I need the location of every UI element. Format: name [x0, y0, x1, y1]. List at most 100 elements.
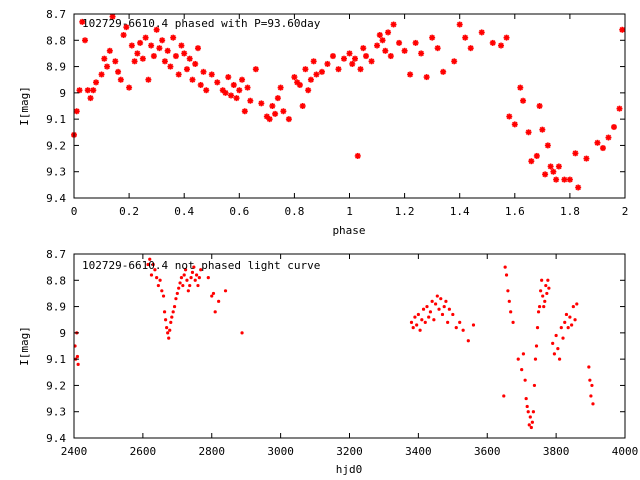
phased-data-point — [82, 37, 89, 44]
unphased-axis-ticks: 2400 2600 2800 3000 3200 3400 3600 3800 4000 8.7 8… — [46, 248, 638, 458]
unphased-data-point — [507, 299, 511, 303]
unphased-data-point — [526, 410, 530, 414]
unphased-plot-title: 102729-6610.4 not phased light curve — [82, 259, 320, 272]
unphased-x-tick-label: 3200 — [336, 445, 363, 458]
phased-data-point — [357, 66, 364, 73]
unphased-data-point — [471, 323, 476, 327]
unphased-data-point — [454, 326, 458, 330]
unphased-data-point — [409, 320, 414, 324]
phased-data-point — [462, 34, 469, 41]
unphased-data-point — [174, 297, 178, 301]
phased-data-point — [84, 87, 91, 94]
unphased-data-point — [433, 302, 438, 306]
phased-data-point — [148, 42, 155, 49]
phased-data-point — [610, 124, 617, 131]
phased-data-point — [498, 42, 505, 49]
unphased-data-point — [186, 289, 190, 293]
unphased-data-point — [528, 415, 532, 419]
phased-data-point — [150, 53, 157, 60]
phased-data-point — [553, 176, 560, 183]
phased-data-point — [230, 81, 237, 88]
unphased-y-tick-label: 9.1 — [46, 353, 66, 366]
unphased-data-point — [530, 420, 534, 424]
unphased-data-point — [146, 262, 150, 267]
phased-data-point — [434, 45, 441, 52]
phased-data-point — [244, 84, 251, 91]
phased-data-point — [528, 158, 535, 165]
phased-data-point — [299, 103, 306, 109]
phased-data-point — [379, 37, 386, 44]
phased-data-point — [376, 32, 383, 39]
unphased-data-point — [196, 283, 200, 288]
unphased-y-tick-label: 9 — [59, 327, 66, 340]
unphased-data-point — [428, 310, 433, 314]
unphased-data-point — [447, 307, 451, 311]
unphased-data-point — [511, 320, 515, 324]
phased-data-point — [156, 45, 163, 52]
phased-data-point — [93, 79, 100, 86]
phased-data-point — [101, 55, 108, 62]
phased-y-tick-label: 9.4 — [46, 192, 66, 205]
phased-y-axis-label: I[mag] — [18, 86, 31, 126]
unphased-data-point — [564, 312, 569, 317]
unphased-data-point — [178, 281, 182, 285]
phased-data-point — [274, 95, 281, 102]
phased-data-point — [247, 97, 254, 104]
phased-x-tick-label: 1.2 — [395, 205, 415, 218]
phased-data-point — [418, 50, 425, 57]
phased-data-point — [412, 39, 419, 46]
unphased-x-tick-label: 2600 — [130, 445, 157, 458]
unphased-data-point — [167, 336, 171, 340]
phased-data-point — [104, 63, 111, 70]
phased-x-tick-label: 1 — [346, 205, 353, 218]
unphased-x-axis-label: hjd0 — [336, 463, 363, 476]
phased-data-point — [363, 53, 370, 60]
unphased-data-point — [148, 257, 152, 261]
unphased-data-point — [175, 291, 179, 296]
phased-data-point — [175, 71, 182, 78]
unphased-data-point — [197, 276, 201, 280]
phased-data-point — [583, 155, 590, 162]
phased-data-point — [164, 47, 171, 54]
phased-x-tick-label: 1.8 — [560, 205, 580, 218]
unphased-data-point — [536, 310, 541, 314]
phased-data-point — [291, 74, 298, 81]
phased-data-point — [76, 87, 83, 94]
phased-data-point — [349, 60, 356, 67]
phased-data-point — [197, 81, 204, 88]
unphased-data-point — [588, 378, 592, 382]
phased-data-point — [423, 74, 430, 81]
phased-data-point — [131, 58, 138, 65]
unphased-data-point — [437, 307, 441, 311]
phased-data-point — [239, 76, 246, 83]
unphased-data-point — [75, 354, 80, 359]
unphased-data-point — [542, 304, 546, 309]
phased-data-point — [277, 84, 284, 91]
unphased-data-point — [561, 336, 565, 340]
unphased-data-point — [539, 289, 543, 293]
phased-data-point — [329, 53, 336, 60]
phased-y-tick-label: 9.2 — [46, 139, 66, 152]
phased-data-point — [619, 26, 626, 33]
phased-data-point — [258, 100, 265, 107]
unphased-data-point — [589, 394, 593, 398]
unphased-data-point — [149, 273, 154, 277]
phased-data-point — [208, 71, 215, 78]
phased-y-tick-label: 9 — [59, 87, 66, 100]
phased-data-point — [189, 76, 196, 83]
unphased-data-point — [169, 320, 173, 324]
phased-data-point — [272, 110, 279, 117]
phased-data-point — [106, 47, 113, 54]
phased-data-point — [616, 105, 623, 112]
phased-data-point — [387, 53, 394, 60]
unphased-data-point — [213, 310, 217, 314]
phased-data-point — [192, 60, 199, 67]
unphased-data-point — [199, 268, 203, 272]
phased-data-point — [575, 184, 582, 191]
phased-data-point — [536, 103, 543, 109]
phased-data-point — [550, 168, 557, 175]
unphased-y-tick-label: 9.3 — [46, 406, 66, 419]
phased-data-point — [517, 84, 524, 91]
phased-x-tick-label: 0.6 — [229, 205, 249, 218]
phased-data-point — [324, 60, 331, 67]
